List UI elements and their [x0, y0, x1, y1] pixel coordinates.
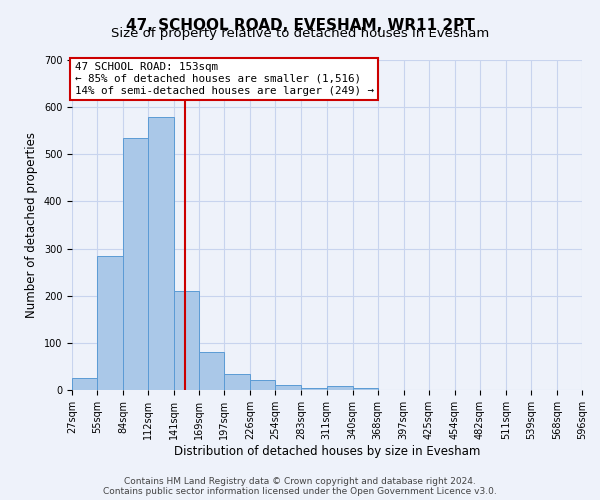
Bar [199, 352, 224, 390]
Y-axis label: Number of detached properties: Number of detached properties [25, 132, 38, 318]
Bar [301, 388, 326, 390]
Bar [326, 386, 353, 390]
Bar [123, 138, 148, 390]
Text: Contains HM Land Registry data © Crown copyright and database right 2024.
Contai: Contains HM Land Registry data © Crown c… [103, 476, 497, 496]
Bar [72, 378, 97, 390]
Bar [97, 256, 123, 390]
Text: 47, SCHOOL ROAD, EVESHAM, WR11 2PT: 47, SCHOOL ROAD, EVESHAM, WR11 2PT [125, 18, 475, 32]
Bar [353, 388, 377, 390]
X-axis label: Distribution of detached houses by size in Evesham: Distribution of detached houses by size … [174, 444, 480, 458]
Bar [250, 380, 275, 390]
Bar [174, 291, 199, 390]
Bar [275, 386, 301, 390]
Bar [224, 374, 250, 390]
Text: 47 SCHOOL ROAD: 153sqm
← 85% of detached houses are smaller (1,516)
14% of semi-: 47 SCHOOL ROAD: 153sqm ← 85% of detached… [74, 62, 374, 96]
Text: Size of property relative to detached houses in Evesham: Size of property relative to detached ho… [111, 28, 489, 40]
Bar [148, 116, 174, 390]
